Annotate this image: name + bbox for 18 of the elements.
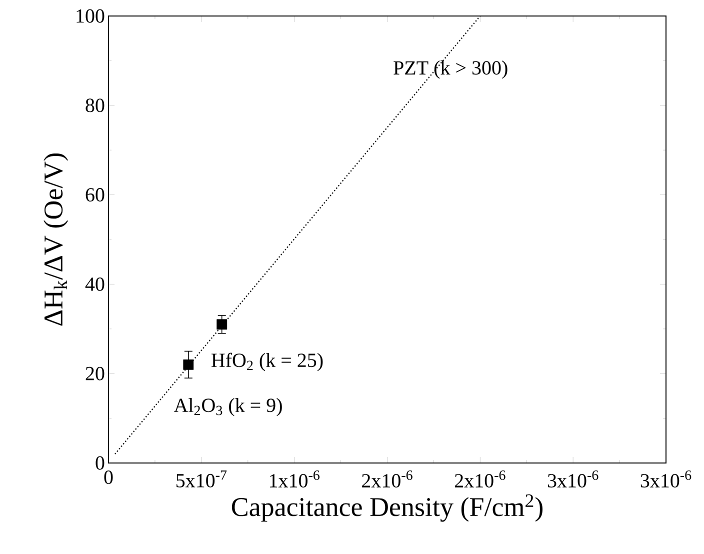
x-tick-label: 3x10$^{-6}$ xyxy=(640,470,692,488)
x-tick-label: 0 xyxy=(104,470,113,484)
x-tick-label: 2x10$^{-6}$ xyxy=(454,470,506,488)
annotation: Al$_{2}$O$_{3}$ (k = 9) xyxy=(174,398,282,416)
y-tick-label: 100 xyxy=(76,9,104,23)
x-tick-label: 1x10$^{-6}$ xyxy=(270,470,320,488)
y-tick-label: 40 xyxy=(85,277,104,291)
y-tick-label: 20 xyxy=(86,366,104,380)
y-tick-label: 0 xyxy=(96,456,104,470)
x-tick-label: 3x10$^{-6}$ xyxy=(548,470,598,488)
annotation: PZT (k > 300) xyxy=(394,60,508,79)
y-tick-label: 60 xyxy=(86,188,104,202)
y-axis-title: ΔH$_{k}$/ΔV (Oe/V) xyxy=(44,153,68,326)
y-tick-label: 80 xyxy=(86,98,104,112)
annotation: HfO$_{2}$ (k = 25) xyxy=(211,352,323,372)
x-tick-label: 5x10$^{-7}$ xyxy=(176,470,227,488)
x-tick-label: 2x10$^{-6}$ xyxy=(362,470,412,488)
x-axis-title: Capacitance Density (F/cm$^{2}$) xyxy=(232,494,542,522)
